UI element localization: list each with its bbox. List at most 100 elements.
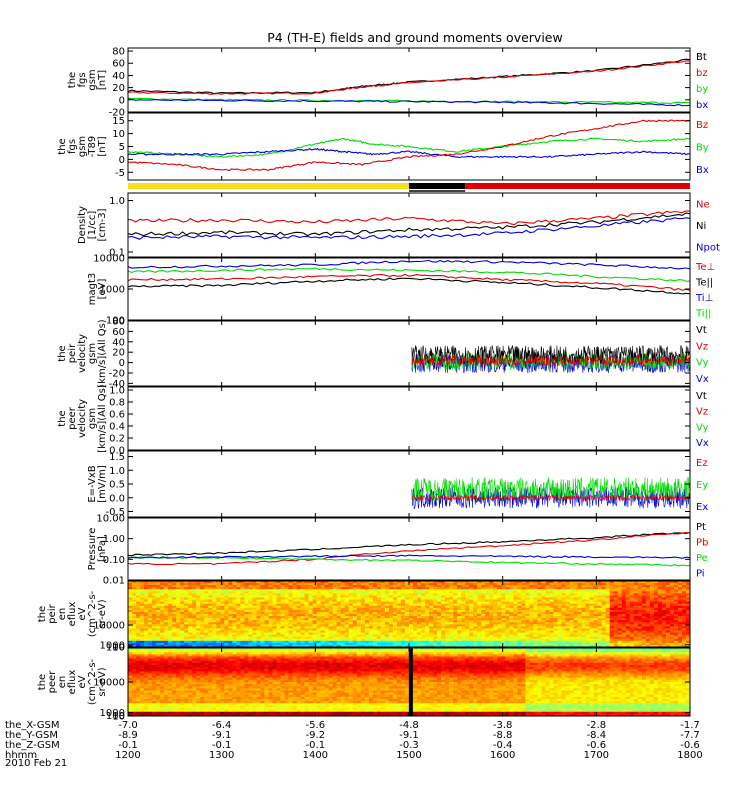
- heatmap-cell: [489, 607, 494, 611]
- heatmap-cell: [561, 624, 567, 627]
- heatmap-cell: [156, 620, 161, 623]
- ylabel-line: velocity: [77, 334, 88, 373]
- heatmap-cell: [485, 630, 490, 634]
- heatmap-cell: [392, 601, 398, 605]
- heatmap-cell: [212, 638, 217, 642]
- heatmap-cell: [677, 626, 683, 630]
- heatmap-cell: [489, 605, 494, 609]
- heatmap-cell: [316, 640, 322, 644]
- heatmap-cell: [573, 595, 579, 599]
- heatmap-cell: [404, 640, 410, 644]
- heatmap-cell: [421, 626, 426, 630]
- heatmap-cell: [220, 611, 225, 615]
- heatmap-cell: [665, 622, 671, 625]
- heatmap-cell: [228, 616, 233, 619]
- heatmap-cell: [449, 644, 454, 647]
- heatmap-cell: [280, 632, 286, 636]
- heatmap-cell: [356, 597, 362, 601]
- heatmap-cell: [276, 601, 282, 605]
- heatmap-cell: [248, 591, 254, 594]
- heatmap-cell: [477, 636, 482, 640]
- heatmap-cell: [176, 644, 181, 647]
- heatmap-cell: [164, 603, 169, 607]
- heatmap-cell: [409, 624, 414, 627]
- heatmap-cell: [677, 620, 683, 623]
- heatmap-cell: [673, 644, 679, 647]
- heatmap-cell: [621, 593, 627, 597]
- heatmap-cell: [296, 644, 302, 647]
- heatmap-cell: [296, 620, 302, 623]
- heatmap-cell: [421, 601, 426, 605]
- heatmap-cell: [152, 632, 157, 636]
- heatmap-cell: [392, 630, 398, 634]
- heatmap-cell: [388, 616, 394, 619]
- heatmap-cell: [136, 705, 141, 709]
- heatmap-cell: [160, 583, 165, 586]
- heatmap-cell: [529, 601, 535, 605]
- heatmap-cell: [421, 599, 426, 603]
- heatmap-cell: [669, 628, 675, 632]
- heatmap-cell: [513, 636, 518, 640]
- heatmap-cell: [469, 587, 474, 590]
- heatmap-cell: [268, 603, 274, 607]
- heatmap-cell: [192, 607, 197, 611]
- heatmap-cell: [537, 607, 543, 611]
- heatmap-cell: [256, 581, 262, 584]
- heatmap-cell: [645, 601, 651, 605]
- heatmap-cell: [388, 601, 394, 605]
- heatmap-cell: [565, 618, 571, 621]
- heatmap-cell: [425, 632, 430, 636]
- heatmap-cell: [593, 632, 599, 636]
- heatmap-cell: [232, 591, 237, 594]
- heatmap-cell: [477, 595, 482, 599]
- heatmap-cell: [441, 591, 446, 594]
- heatmap-cell: [553, 644, 559, 647]
- heatmap-cell: [601, 591, 607, 594]
- heatmap-cell: [409, 628, 414, 632]
- colorbar-segment: [697, 602, 707, 604]
- heatmap-cell: [248, 589, 254, 592]
- heatmap-cell: [180, 603, 185, 607]
- ylabel-line: eV: [77, 607, 88, 620]
- heatmap-cell: [617, 620, 623, 623]
- heatmap-cell: [216, 628, 221, 632]
- heatmap-cell: [244, 605, 250, 609]
- heatmap-cell: [569, 616, 575, 619]
- heatmap-cell: [441, 636, 446, 640]
- heatmap-cell: [332, 642, 338, 646]
- heatmap-cell: [545, 585, 551, 588]
- heatmap-cell: [477, 616, 482, 619]
- heatmap-cell: [553, 591, 559, 594]
- heatmap-cell: [561, 626, 567, 630]
- ytick-label: 5: [119, 142, 125, 153]
- heatmap-cell: [236, 597, 241, 601]
- heatmap-cell: [473, 616, 478, 619]
- heatmap-cell: [400, 644, 406, 647]
- heatmap-cell: [477, 591, 482, 594]
- heatmap-cell: [537, 583, 543, 586]
- heatmap-cell: [332, 634, 338, 638]
- heatmap-cell: [429, 593, 434, 597]
- heatmap-cell: [256, 632, 262, 636]
- heatmap-cell: [441, 605, 446, 609]
- heatmap-cell: [413, 599, 418, 603]
- heatmap-cell: [561, 581, 567, 584]
- heatmap-cell: [489, 583, 494, 586]
- heatmap-cell: [152, 624, 157, 627]
- heatmap-cell: [396, 626, 402, 630]
- heatmap-cell: [625, 642, 631, 646]
- heatmap-cell: [677, 593, 683, 597]
- heatmap-cell: [140, 638, 145, 642]
- heatmap-cell: [477, 622, 482, 625]
- heatmap-cell: [665, 634, 671, 638]
- panel-peir_eflux: 10^710^610^510^410^310^210^1100001000100…: [37, 580, 707, 653]
- heatmap-cell: [244, 603, 250, 607]
- heatmap-cell: [308, 624, 314, 627]
- heatmap-cell: [152, 618, 157, 621]
- heatmap-cell: [633, 581, 639, 584]
- heatmap-cell: [661, 601, 667, 605]
- heatmap-cell: [497, 642, 502, 646]
- legend-entry: Bz: [696, 120, 708, 131]
- heatmap-cell: [352, 581, 358, 584]
- heatmap-cell: [128, 591, 133, 594]
